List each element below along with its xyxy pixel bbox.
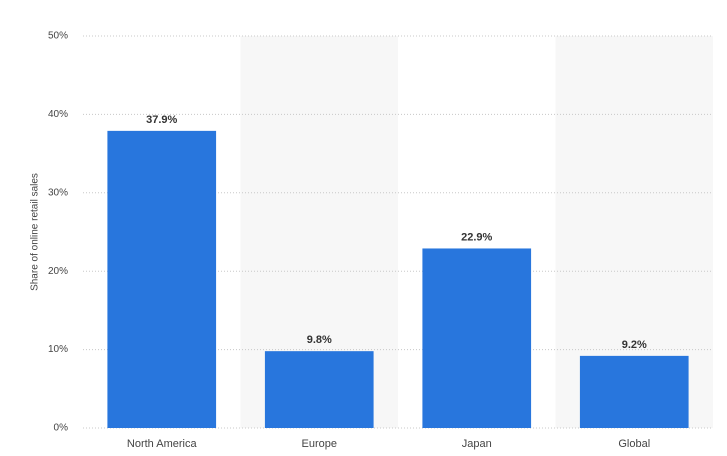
y-tick-label: 30% <box>48 187 68 198</box>
y-tick-label: 0% <box>54 423 69 434</box>
x-tick-label: North America <box>127 438 198 450</box>
value-label: 9.2% <box>622 339 647 351</box>
y-tick-label: 50% <box>48 31 68 42</box>
y-axis-label: Share of online retail sales <box>30 173 41 291</box>
y-tick-label: 10% <box>48 344 68 355</box>
value-label: 22.9% <box>461 231 492 243</box>
y-tick-label: 40% <box>48 109 68 120</box>
y-tick-label: 20% <box>48 266 68 277</box>
bar <box>579 355 689 428</box>
x-tick-label: Europe <box>302 438 337 450</box>
bar <box>264 351 374 428</box>
value-label: 37.9% <box>146 114 177 126</box>
x-tick-label: Global <box>618 438 650 450</box>
bar <box>422 248 532 428</box>
value-label: 9.8% <box>307 334 332 346</box>
x-tick-label: Japan <box>462 438 492 450</box>
bar <box>107 130 217 428</box>
